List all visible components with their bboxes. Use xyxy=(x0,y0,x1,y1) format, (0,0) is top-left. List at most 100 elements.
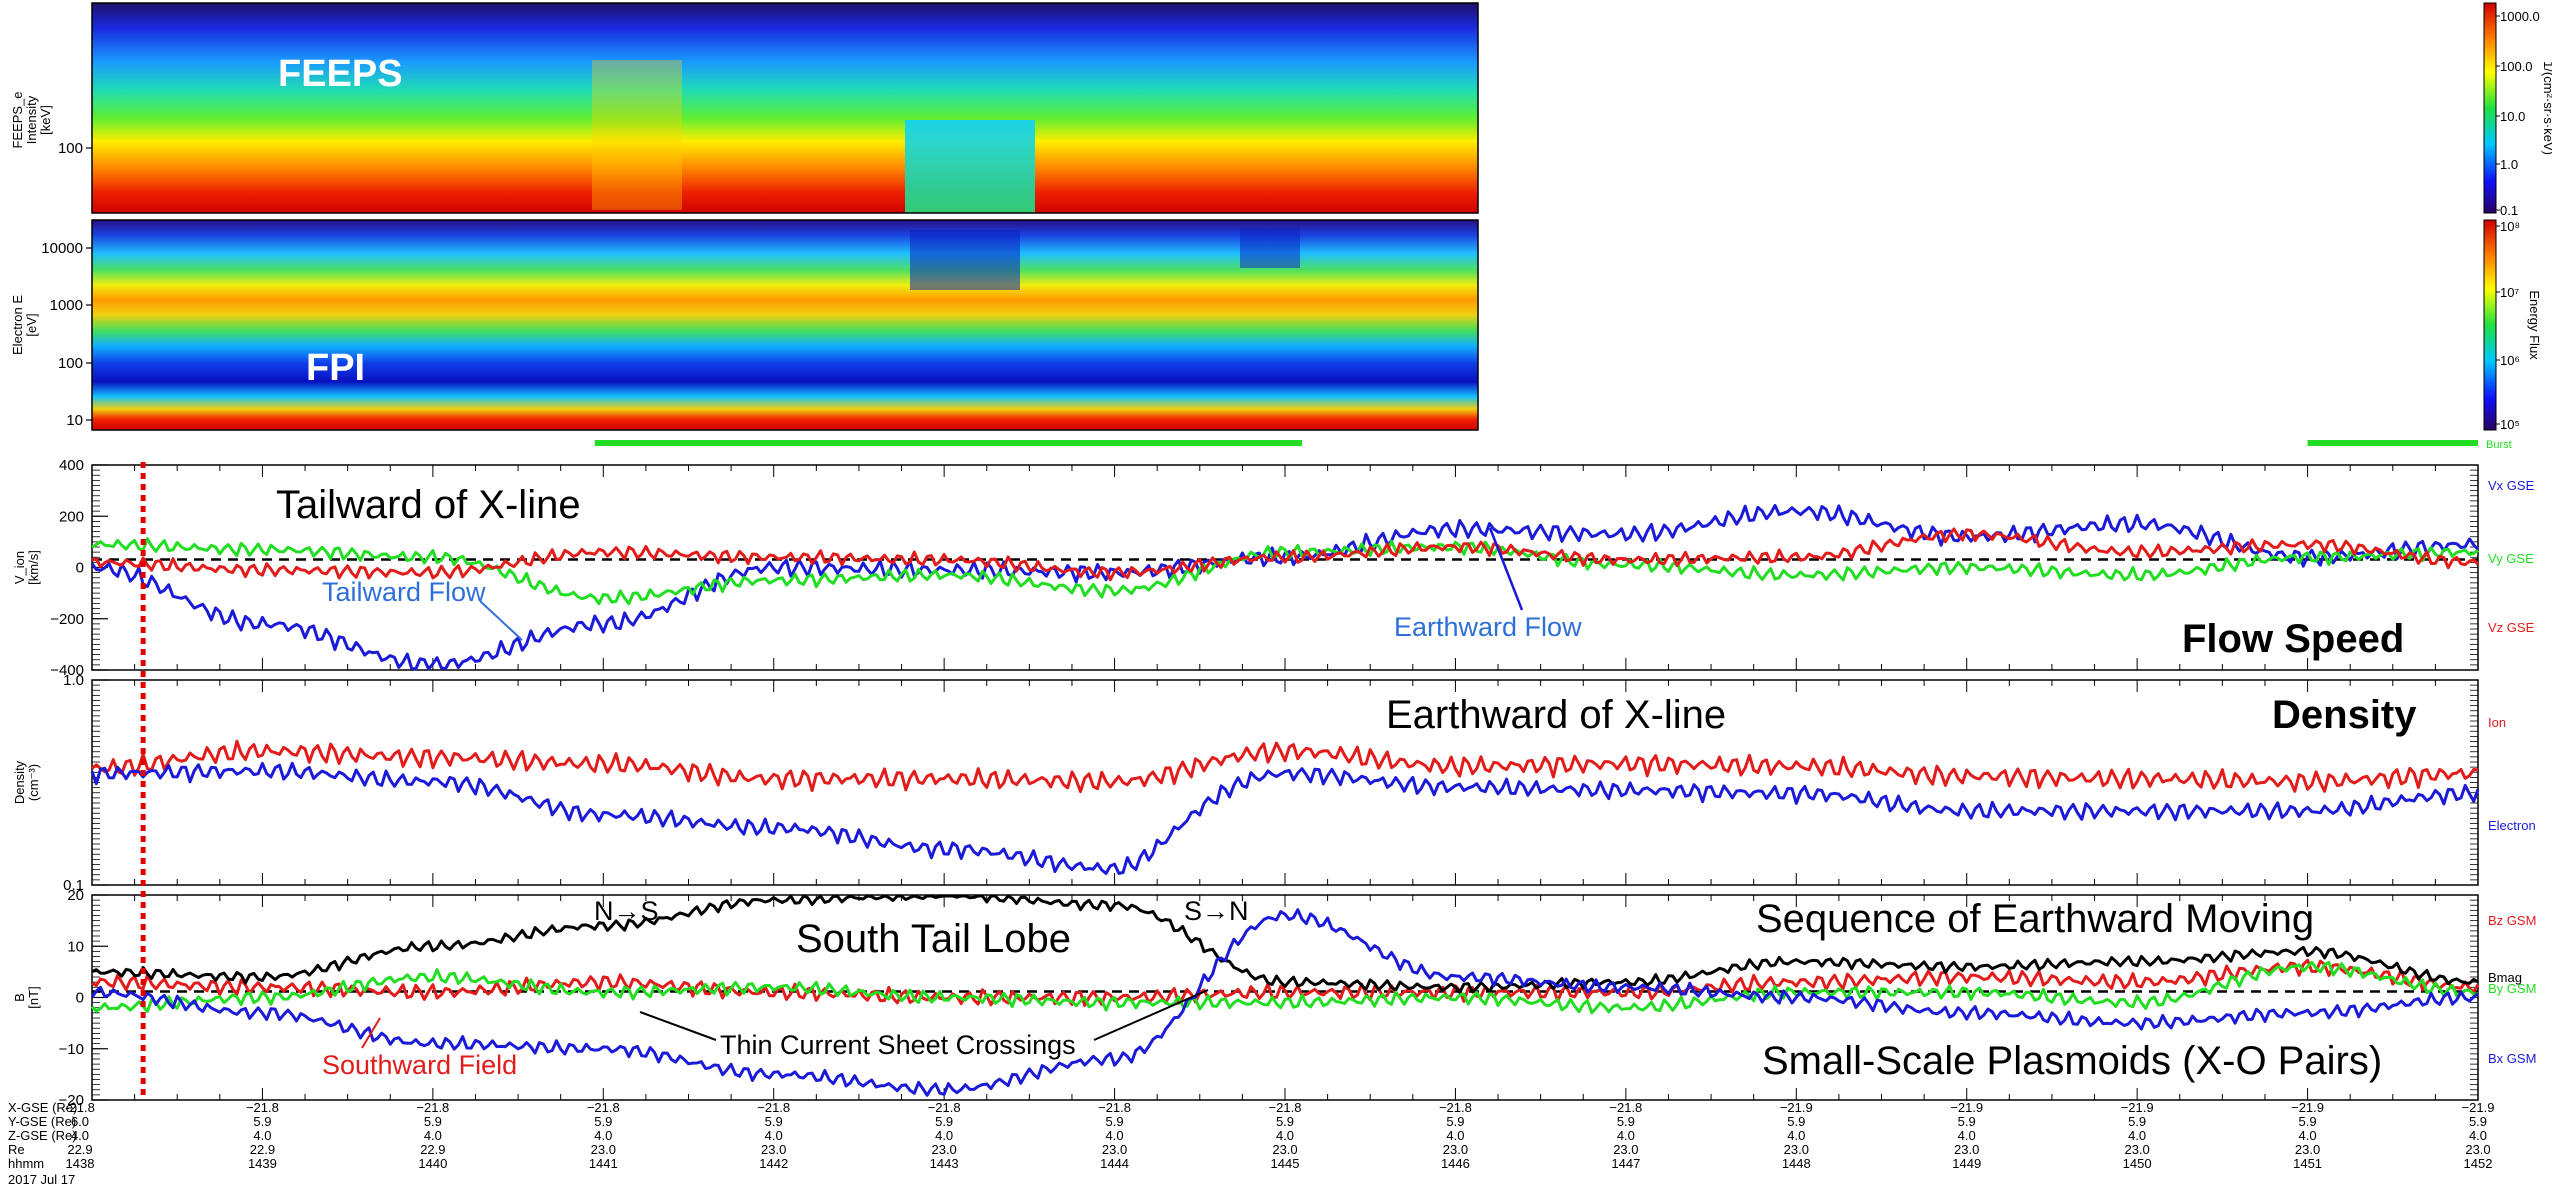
ephemeris-value: 1442 xyxy=(759,1156,788,1171)
current-sheet-arrow-right xyxy=(1093,989,1209,1041)
ephemeris-value: −21.9 xyxy=(2462,1100,2495,1115)
south-tail-lobe-annotation: South Tail Lobe xyxy=(796,917,1071,961)
southward-field-annotation: Southward Field xyxy=(322,1050,517,1080)
ephemeris-value: 4.0 xyxy=(1106,1128,1124,1143)
legend-entry-bmag: Bmag xyxy=(2488,970,2522,985)
ephemeris-value: 1439 xyxy=(248,1156,277,1171)
y-label-line: [km/s] xyxy=(26,550,41,585)
ephemeris-value: −21.9 xyxy=(2121,1100,2154,1115)
ephemeris-value: 5.9 xyxy=(1787,1114,1805,1129)
y-tick-label: 10 xyxy=(67,938,84,955)
ephemeris-value: −21.8 xyxy=(416,1100,449,1115)
feeps-frame xyxy=(91,2,1479,214)
ephemeris-value: 6.0 xyxy=(71,1114,89,1129)
series-line-vy-gse xyxy=(91,537,2479,606)
ephemeris-value: 5.9 xyxy=(765,1114,783,1129)
y-tick-label: 0 xyxy=(76,990,84,1007)
y-label-line: Density xyxy=(12,760,27,804)
earthward-flow-arrow xyxy=(1488,527,1524,611)
burst-interval-bar xyxy=(2307,440,2478,446)
ephemeris-value: 23.0 xyxy=(1954,1142,1979,1157)
ephemeris-value: 23.0 xyxy=(1784,1142,1809,1157)
ephemeris-value: 5.9 xyxy=(1958,1114,1976,1129)
ephemeris-value: 1441 xyxy=(589,1156,618,1171)
y-tick-label: 10000 xyxy=(41,240,83,257)
series-line-electron xyxy=(90,761,2480,875)
ephemeris-value: 22.9 xyxy=(250,1142,275,1157)
flow-speed-annotation: Flow Speed xyxy=(2182,617,2404,661)
ephemeris-value: 4.0 xyxy=(2469,1128,2487,1143)
y-tick-label: −400 xyxy=(50,662,84,679)
feeps-ylabel-1: FEEPS_e xyxy=(10,91,25,148)
ephemeris-value: -21.8 xyxy=(65,1100,95,1115)
fpi-label: FPI xyxy=(306,347,365,389)
ephemeris-value: 22.9 xyxy=(67,1142,92,1157)
legend-entry-vz-gse: Vz GSE xyxy=(2488,620,2535,635)
ephemeris-value: 1443 xyxy=(930,1156,959,1171)
series-line-bx-gsm xyxy=(90,908,2479,1097)
ephemeris-value: 23.0 xyxy=(931,1142,956,1157)
fpi-dip-1443 xyxy=(910,230,1020,290)
y-tick-label: 1.0 xyxy=(63,672,84,689)
colorbar-tick-label: 100.0 xyxy=(2500,59,2533,74)
y-tick-label: −200 xyxy=(50,611,84,628)
series-line-ion xyxy=(91,739,2479,794)
ephemeris-value: 1438 xyxy=(66,1156,95,1171)
feeps-panel: 100 FEEPS FEEPS_e Intensity [keV] 1000.0… xyxy=(10,2,2552,218)
ephemeris-value: 1449 xyxy=(1952,1156,1981,1171)
legend-entry-by-gsm: By GSM xyxy=(2488,981,2536,996)
feeps-label: FEEPS xyxy=(278,53,403,95)
ephemeris-value: 22.9 xyxy=(420,1142,445,1157)
series-line-vz-gse xyxy=(91,527,2480,582)
ephemeris-value: 4.0 xyxy=(1787,1128,1805,1143)
ephemeris-value: −21.8 xyxy=(757,1100,790,1115)
ephemeris-value: 4.0 xyxy=(765,1128,783,1143)
colorbar-tick-label: 0.1 xyxy=(2500,203,2518,218)
colorbar-tick-label: 10⁶ xyxy=(2500,353,2520,368)
fpi-ylabel-1: Electron E xyxy=(10,295,25,355)
ephemeris-value: −21.8 xyxy=(1269,1100,1302,1115)
tailward-of-xline-annotation: Tailward of X-line xyxy=(276,483,581,527)
ephemeris-value: 4.0 xyxy=(935,1128,953,1143)
y-tick-label: 200 xyxy=(59,508,84,525)
tailward-flow-annotation: Tailward Flow xyxy=(322,577,486,607)
ephemeris-value: 5.9 xyxy=(1446,1114,1464,1129)
earthward-of-xline-annotation: Earthward of X-line xyxy=(1386,693,1726,737)
ephemeris-value: −21.9 xyxy=(1780,1100,1813,1115)
fpi-colorbar-label: Energy Flux xyxy=(2527,290,2542,360)
y-axis-label: V_ion [km/s] xyxy=(12,550,41,585)
ephemeris-value: 1445 xyxy=(1271,1156,1300,1171)
ephemeris-value: 5.9 xyxy=(1617,1114,1635,1129)
colorbar-tick-label: 10.0 xyxy=(2500,109,2525,124)
density-annotation: Density xyxy=(2272,693,2417,737)
y-tick-label: 10 xyxy=(66,412,83,429)
sequence-annotation: Sequence of Earthward Moving xyxy=(1756,897,2314,941)
y-tick-label: 100 xyxy=(58,140,83,157)
colorbar-tick-label: 10⁸ xyxy=(2500,219,2520,234)
legend-entry-electron: Electron xyxy=(2488,818,2536,833)
ephemeris-value: 5.9 xyxy=(1106,1114,1124,1129)
s-to-n-annotation: S→N xyxy=(1184,896,1249,926)
ephemeris-value: 1440 xyxy=(418,1156,447,1171)
feeps-ylabel-2: Intensity xyxy=(24,95,39,144)
panel-frame xyxy=(91,679,2479,886)
ephemeris-value: −21.8 xyxy=(1439,1100,1472,1115)
ephemeris-row-label: Re xyxy=(8,1142,25,1157)
y-label-line: B xyxy=(12,993,27,1002)
colorbar-tick-label: 10⁵ xyxy=(2500,417,2520,432)
feeps-ylabel-3: [keV] xyxy=(38,105,53,135)
ephemeris-value: 5.9 xyxy=(2469,1114,2487,1129)
fpi-frame xyxy=(91,219,1479,431)
feeps-y-ticks: 100 xyxy=(58,140,92,157)
tailward-flow-arrow xyxy=(479,600,523,641)
y-axis-label: B [nT] xyxy=(12,986,41,1008)
y-axis-label: Density (cm⁻³) xyxy=(12,760,41,804)
series-line-by-gsm xyxy=(90,960,2479,1015)
ephemeris-value: 1450 xyxy=(2123,1156,2152,1171)
n-to-s-annotation: N→S xyxy=(594,896,659,926)
feeps-colorbar xyxy=(2483,2,2497,214)
